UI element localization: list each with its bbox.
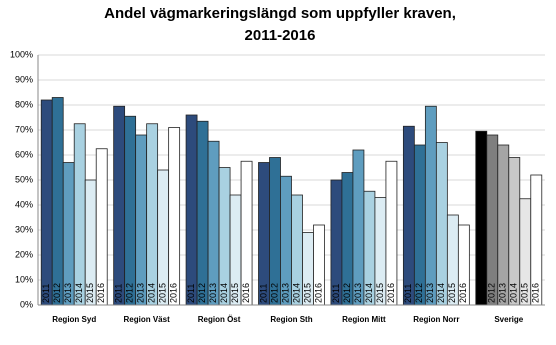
bar-year-label: 2013: [280, 283, 290, 303]
bar-year-label: 2015: [85, 283, 95, 303]
bar: [95, 148, 108, 306]
y-tick-label: 40%: [15, 199, 33, 209]
bar-year-label: 2015: [302, 283, 312, 303]
bar-year-label: 2014: [147, 283, 157, 303]
y-tick-label: 50%: [15, 174, 33, 184]
bar: [486, 134, 499, 306]
x-tick-label: Region Öst: [198, 315, 241, 324]
bar: [40, 99, 53, 306]
x-tick-label: Region Mitt: [342, 315, 386, 324]
bar-year-label: 2016: [458, 283, 468, 303]
bar-year-label: 2016: [169, 283, 179, 303]
bar: [497, 144, 510, 306]
bar-year-label: 2013: [63, 283, 73, 303]
bar-year-label: 2011: [114, 284, 124, 303]
bar-year-label: 2013: [498, 283, 508, 303]
bar: [113, 105, 126, 306]
y-tick-label: 70%: [15, 124, 33, 134]
x-tick-label: Region Sth: [270, 315, 312, 324]
bar-year-label: 2014: [74, 283, 84, 303]
bar-year-label: 2012: [269, 283, 279, 303]
bar-year-label: 2011: [258, 284, 268, 303]
y-tick-label: 10%: [15, 274, 33, 284]
y-tick-label: 20%: [15, 249, 33, 259]
bar-year-label: 2012: [125, 283, 135, 303]
bar: [146, 123, 159, 306]
x-tick-label: Region Norr: [413, 315, 459, 324]
y-tick-label: 80%: [15, 99, 33, 109]
bar-year-label: 2013: [208, 283, 218, 303]
bar: [73, 123, 86, 306]
bar: [196, 120, 209, 306]
bar-year-label: 2015: [230, 283, 240, 303]
bar-year-label: 2011: [403, 284, 413, 303]
bar-year-label: 2011: [476, 284, 486, 303]
bar: [258, 162, 270, 306]
bar-year-label: 2016: [386, 283, 396, 303]
bar-year-label: 2015: [375, 283, 385, 303]
bar-year-label: 2011: [186, 284, 196, 303]
bar-year-label: 2013: [136, 283, 146, 303]
y-tick-label: 60%: [15, 149, 33, 159]
bar: [135, 134, 148, 306]
bar: [413, 144, 426, 306]
bar-year-label: 2015: [520, 283, 530, 303]
bar: [51, 97, 64, 306]
bar-year-label: 2011: [41, 284, 51, 303]
y-tick-label: 90%: [15, 74, 33, 84]
bar-year-label: 2014: [509, 283, 519, 303]
bar-year-label: 2013: [353, 283, 363, 303]
bar: [435, 142, 448, 306]
bar-year-label: 2011: [331, 284, 341, 303]
bar-year-label: 2014: [436, 283, 446, 303]
y-tick-label: 0%: [20, 299, 33, 309]
bar-year-label: 2015: [447, 283, 457, 303]
bar-year-label: 2016: [241, 283, 251, 303]
bar: [402, 125, 415, 306]
bar: [475, 130, 488, 306]
bar-year-label: 2016: [531, 283, 541, 303]
bar-year-label: 2012: [414, 283, 424, 303]
bar-year-label: 2015: [158, 283, 168, 303]
bar: [124, 115, 137, 306]
x-tick-label: Region Väst: [124, 315, 171, 324]
y-tick-label: 30%: [15, 224, 33, 234]
bar-year-label: 2013: [425, 283, 435, 303]
bar: [168, 127, 181, 306]
bar: [269, 157, 281, 306]
bar-year-label: 2012: [342, 283, 352, 303]
bar: [185, 114, 198, 306]
bar-year-label: 2012: [487, 283, 497, 303]
bar: [207, 140, 220, 306]
bar-year-label: 2014: [291, 283, 301, 303]
bar-year-label: 2014: [219, 283, 229, 303]
x-tick-label: Sverige: [494, 315, 523, 324]
y-tick-label: 100%: [10, 49, 33, 59]
chart-subtitle: 2011-2016: [245, 27, 316, 44]
bar-year-label: 2014: [364, 283, 374, 303]
x-tick-label: Region Syd: [52, 315, 96, 324]
bar-year-label: 2012: [52, 283, 62, 303]
bar-year-label: 2016: [96, 283, 106, 303]
bar: [508, 157, 521, 306]
bar-year-label: 2016: [313, 283, 323, 303]
bar-year-label: 2012: [197, 283, 207, 303]
bar: [424, 105, 437, 306]
bar: [352, 149, 365, 306]
chart-title: Andel vägmarkeringslängd som uppfyller k…: [104, 5, 456, 22]
